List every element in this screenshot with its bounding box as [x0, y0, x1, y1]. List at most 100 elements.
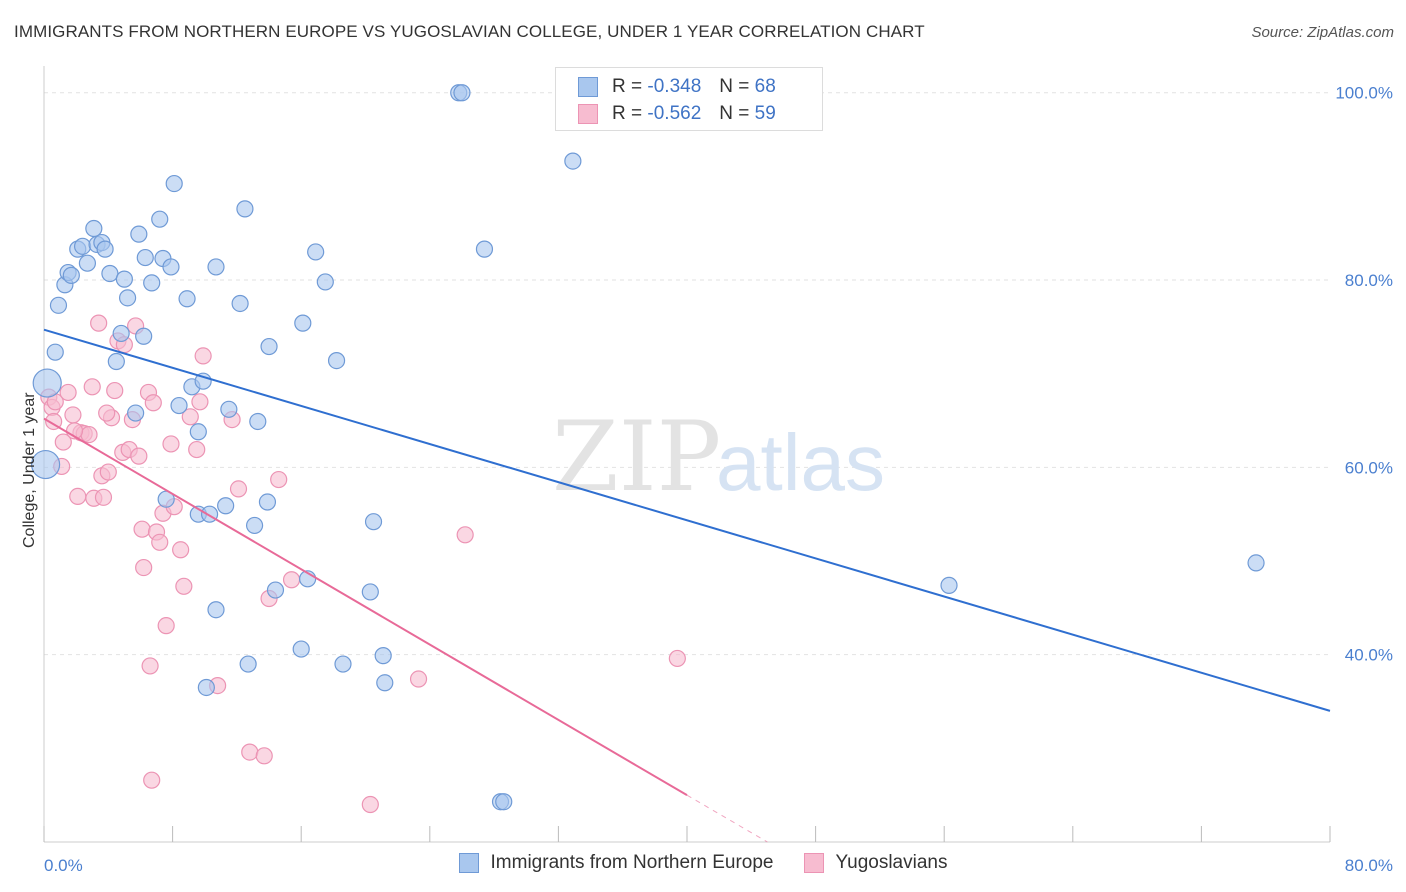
- yugoslavians-point: [135, 558, 153, 577]
- x-tick-label: 0.0%: [44, 856, 83, 875]
- legend-swatch-blue: [458, 853, 479, 873]
- northern-europe-point: [135, 327, 153, 345]
- x-tick-label: 80.0%: [1345, 856, 1393, 875]
- legend-r-value: -0.348: [647, 76, 702, 97]
- northern-europe-point: [32, 368, 62, 398]
- yugoslavians-point: [181, 408, 199, 426]
- tick-labels: 40.0% 60.0% 80.0% 100.0% 0.0% 80.0%: [44, 84, 1393, 875]
- yugoslavians-point: [83, 378, 101, 396]
- northern-europe-point: [162, 258, 180, 276]
- northern-europe-point: [239, 655, 257, 673]
- legend-label: Immigrants from Northern Europe: [490, 852, 774, 873]
- yugoslavians-point: [255, 747, 273, 765]
- northern-europe-point: [361, 583, 379, 601]
- yugoslavians-point: [94, 488, 113, 506]
- northern-europe-point: [165, 174, 183, 193]
- legend-n-value: 68: [754, 76, 776, 97]
- legend-r-label: R =: [612, 76, 643, 97]
- y-tick-label: 40.0%: [1345, 646, 1393, 665]
- northern-europe-trend-line: [43, 328, 1331, 712]
- northern-europe-point: [112, 324, 130, 343]
- yugoslavians-point: [241, 743, 259, 761]
- yugoslavians-point: [80, 425, 98, 444]
- yugoslavians-point: [90, 314, 108, 332]
- northern-europe-point: [307, 243, 325, 261]
- northern-europe-point: [118, 289, 137, 307]
- yugoslavians-point: [106, 381, 124, 400]
- yugoslavians-point: [54, 433, 72, 451]
- northern-europe-point: [101, 264, 119, 283]
- yugoslavians-point: [409, 670, 428, 688]
- northern-europe-point: [31, 449, 61, 480]
- stats-legend: R = -0.348 N = 68 R = -0.562 N = 59: [555, 67, 823, 131]
- watermark-atlas: atlas: [716, 418, 885, 507]
- y-tick-label: 100.0%: [1335, 84, 1393, 103]
- y-axis-label: College, Under 1 year: [21, 392, 38, 548]
- chart-title: IMMIGRANTS FROM NORTHERN EUROPE VS YUGOS…: [14, 22, 925, 41]
- legend-swatch-blue: [578, 77, 598, 97]
- northern-europe-point: [249, 412, 267, 431]
- northern-europe-point: [143, 274, 161, 292]
- yugoslavians-point: [130, 447, 148, 465]
- yugoslavians-trend-extension: [686, 794, 768, 843]
- northern-europe-point: [220, 400, 238, 418]
- northern-europe-point: [207, 258, 225, 276]
- watermark: ZIP atlas: [552, 401, 885, 513]
- northern-europe-point: [170, 396, 188, 415]
- northern-europe-point: [73, 237, 92, 255]
- northern-europe-point: [316, 273, 334, 291]
- yugoslavians-point: [282, 571, 301, 589]
- northern-europe-points: [31, 84, 1265, 811]
- legend-n-label: N =: [719, 103, 750, 124]
- yugoslavians-point: [64, 406, 82, 424]
- northern-europe-point: [236, 200, 254, 218]
- legend-swatch-pink: [578, 104, 598, 124]
- yugoslavians-point: [133, 520, 151, 538]
- yugoslavians-point: [144, 394, 162, 412]
- northern-europe-point: [231, 294, 249, 313]
- northern-europe-point: [260, 337, 278, 356]
- northern-europe-point: [453, 84, 471, 102]
- yugoslavians-point: [361, 795, 379, 814]
- northern-europe-point: [334, 655, 352, 673]
- northern-europe-point: [197, 678, 215, 697]
- legend-n-value: 59: [754, 103, 776, 124]
- yugoslavians-point: [194, 347, 212, 365]
- yugoslavians-point: [69, 487, 87, 505]
- yugoslavians-point: [99, 463, 117, 481]
- yugoslavians-point: [229, 480, 248, 498]
- northern-europe-point: [294, 314, 312, 332]
- legend-r-label: R =: [612, 103, 643, 124]
- northern-europe-point: [1247, 554, 1265, 572]
- yugoslavians-point: [172, 541, 190, 559]
- northern-europe-point: [130, 225, 148, 243]
- northern-europe-point: [374, 647, 392, 665]
- yugoslavians-point: [456, 526, 474, 544]
- northern-europe-point: [85, 219, 103, 238]
- northern-europe-point: [292, 640, 310, 658]
- northern-europe-point: [178, 290, 196, 308]
- legend-item-northern-europe: Immigrants from Northern Europe: [458, 852, 774, 874]
- yugoslavians-point: [151, 533, 169, 551]
- northern-europe-point: [207, 601, 225, 619]
- watermark-zip: ZIP: [552, 401, 721, 513]
- yugoslavians-point: [188, 440, 206, 459]
- yugoslavians-point: [141, 657, 159, 675]
- legend-r-value: -0.562: [647, 103, 702, 124]
- northern-europe-point: [107, 352, 125, 371]
- y-tick-label: 60.0%: [1345, 458, 1393, 477]
- northern-europe-point: [245, 516, 264, 535]
- northern-europe-point: [258, 493, 277, 511]
- yugoslavians-points: [40, 314, 686, 814]
- northern-europe-point: [96, 240, 114, 258]
- northern-europe-point: [151, 210, 169, 228]
- legend-label: Yugoslavians: [835, 852, 948, 873]
- yugoslavians-point: [162, 435, 180, 453]
- yugoslavians-point: [191, 393, 209, 411]
- legend-row-yugoslavians: R = -0.562 N = 59: [578, 101, 776, 127]
- northern-europe-point: [136, 248, 154, 267]
- yugoslavians-point: [45, 412, 63, 431]
- northern-europe-point: [46, 343, 64, 361]
- yugoslavians-point: [143, 771, 161, 789]
